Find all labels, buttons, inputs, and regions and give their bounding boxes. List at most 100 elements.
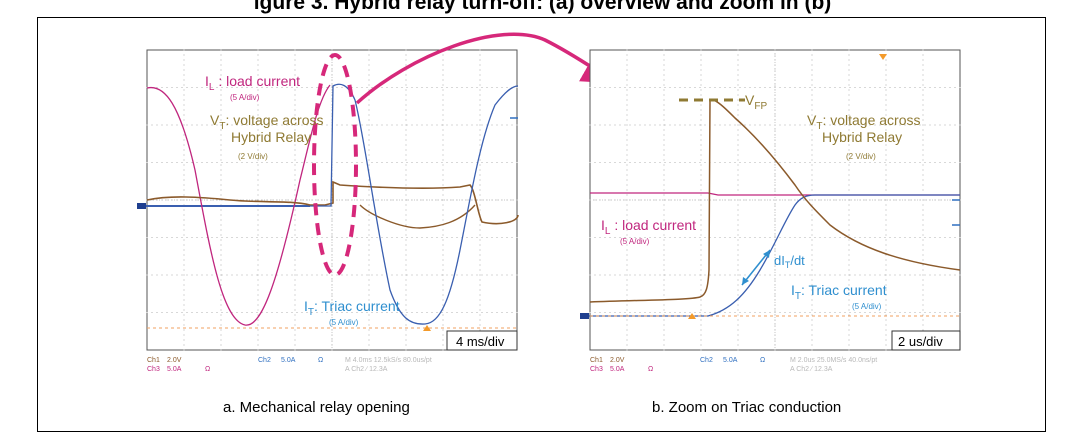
grid-dot — [609, 199, 611, 201]
grid-dot — [491, 162, 493, 163]
grid-dot — [719, 237, 721, 238]
grid-dot — [451, 312, 453, 313]
grid-dot — [689, 162, 691, 163]
grid-dot — [301, 312, 303, 313]
grid-dot — [909, 199, 911, 201]
grid-dot — [183, 214, 185, 216]
grid-dot — [381, 87, 383, 88]
grid-dot — [491, 237, 493, 238]
grid-dot — [749, 124, 751, 126]
grid-dot — [257, 334, 259, 336]
grid-dot — [181, 162, 183, 163]
grid-dot — [346, 237, 348, 238]
grid-dot — [166, 162, 168, 163]
grid-dot — [848, 159, 850, 161]
grid-dot — [885, 104, 887, 106]
grid-dot — [811, 294, 813, 296]
grid-dot — [848, 239, 850, 241]
grid-dot — [811, 334, 813, 336]
grid-dot — [589, 162, 591, 163]
grid-dot — [811, 54, 813, 56]
grid-dot — [644, 274, 646, 276]
grid-dot — [442, 134, 444, 136]
grid-dot — [405, 294, 407, 296]
grid-dot — [699, 274, 701, 276]
grid-dot — [496, 312, 498, 313]
grid-dot — [959, 237, 961, 238]
grid-dot — [220, 294, 222, 296]
grid-dot — [496, 87, 498, 88]
grid-dot — [809, 87, 811, 88]
grid-dot — [506, 237, 508, 238]
grid-dot — [885, 204, 887, 206]
grid-dot — [257, 129, 259, 131]
grid-dot — [934, 162, 936, 163]
grid-dot — [934, 274, 936, 276]
figure-border — [37, 17, 1046, 432]
grid-dot — [700, 79, 702, 81]
grid-dot — [481, 162, 483, 163]
grid-dot — [909, 237, 911, 238]
grid-dot — [694, 274, 696, 276]
grid-dot — [326, 237, 328, 238]
grid-dot — [220, 84, 222, 86]
grid-dot — [294, 224, 296, 226]
grid-dot — [819, 312, 821, 313]
grid-dot — [486, 162, 488, 163]
grid-dot — [431, 237, 433, 238]
grid-dot — [639, 237, 641, 238]
grid-dot — [220, 344, 222, 346]
grid-dot — [306, 274, 308, 276]
grid-dot — [401, 87, 403, 88]
grid-dot — [848, 204, 850, 206]
grid-dot — [183, 289, 185, 291]
grid-dot — [811, 94, 813, 96]
grid-dot — [922, 179, 924, 181]
grid-dot — [626, 329, 628, 331]
grid-dot — [934, 237, 936, 238]
grid-dot — [737, 189, 739, 191]
grid-dot — [811, 289, 813, 291]
grid-dot — [301, 237, 303, 238]
grid-dot — [368, 259, 370, 261]
grid-dot — [442, 314, 444, 316]
grid-dot — [161, 312, 163, 313]
grid-dot — [368, 244, 370, 246]
grid-dot — [442, 79, 444, 81]
grid-dot — [789, 87, 791, 88]
grid-dot — [381, 312, 383, 313]
grid-dot — [161, 237, 163, 238]
grid-dot — [759, 124, 761, 126]
grid-dot — [183, 209, 185, 211]
b-il-scale: (5 A/div) — [620, 237, 650, 246]
grid-dot — [922, 124, 924, 126]
grid-dot — [442, 114, 444, 116]
grid-dot — [663, 139, 665, 141]
grid-dot — [609, 87, 611, 88]
grid-dot — [599, 87, 601, 88]
grid-dot — [629, 312, 631, 313]
grid-dot — [442, 269, 444, 271]
grid-dot — [294, 114, 296, 116]
grid-dot — [442, 324, 444, 326]
grid-dot — [624, 237, 626, 238]
b-footer-ch3-val: 5.0A — [610, 366, 625, 373]
grid-dot — [848, 149, 850, 151]
grid-dot — [479, 159, 481, 161]
grid-dot — [196, 237, 198, 238]
grid-dot — [885, 49, 887, 51]
grid-dot — [848, 314, 850, 316]
grid-dot — [919, 162, 921, 163]
grid-dot — [848, 274, 850, 276]
trace-a-voltage-mid — [359, 204, 476, 229]
grid-dot — [834, 312, 836, 313]
grid-dot — [442, 169, 444, 171]
grid-dot — [848, 54, 850, 56]
grid-dot — [220, 114, 222, 116]
grid-dot — [789, 237, 791, 238]
grid-dot — [294, 159, 296, 161]
grid-dot — [316, 237, 318, 238]
grid-dot — [700, 324, 702, 326]
grid-dot — [924, 162, 926, 163]
grid-dot — [744, 274, 746, 276]
